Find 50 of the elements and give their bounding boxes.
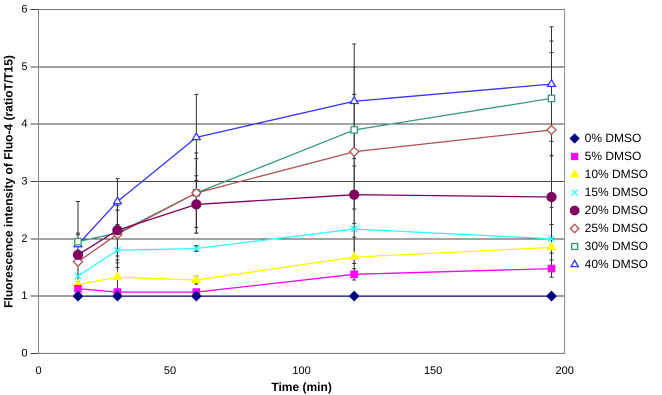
point (350, 126, 358, 134)
y-tick-label: 2 (21, 232, 28, 245)
x-tick-label: 50 (164, 365, 176, 378)
point (349, 190, 360, 200)
y-tick-label: 5 (21, 60, 28, 73)
y-tick-label: 1 (21, 290, 28, 302)
point (114, 246, 122, 254)
x-tick-label: 100 (292, 365, 311, 378)
y-tick-label: 4 (21, 118, 28, 130)
point (191, 199, 202, 210)
point (191, 290, 202, 302)
point (72, 250, 84, 260)
point (192, 132, 201, 140)
legend-label: 20% DMSO (584, 202, 648, 217)
legend-label: 5% DMSO (584, 148, 642, 163)
legend-label: 25% DMSO (584, 220, 648, 235)
point (74, 284, 82, 292)
legend-label: 15% DMSO (584, 184, 648, 199)
x-tick-label: 200 (555, 365, 574, 378)
x-tick-label: 0 (35, 365, 42, 378)
y-tick-label: 0 (21, 347, 28, 360)
point (74, 272, 82, 280)
point (112, 225, 123, 236)
point (112, 272, 122, 280)
y-axis-title: Fluorescence intensity of Fluo-4 (ratioT/T15) (2, 55, 16, 308)
point (350, 270, 358, 278)
point (349, 146, 360, 157)
legend-label: 0% DMSO (584, 130, 642, 145)
point (112, 196, 122, 204)
point (548, 264, 556, 272)
y-tick-label: 6 (21, 4, 28, 16)
legend-label: 30% DMSO (584, 238, 648, 253)
point (350, 225, 358, 233)
point (546, 78, 556, 87)
point (349, 290, 360, 302)
x-axis-title: Time (min) (271, 380, 332, 394)
point (72, 290, 84, 302)
point (546, 124, 557, 136)
point (350, 252, 359, 260)
point (112, 290, 123, 302)
point (548, 94, 556, 102)
point (350, 96, 359, 104)
x-tick-label: 150 (424, 365, 442, 378)
point (546, 242, 556, 250)
legend-label: 10% DMSO (584, 166, 648, 181)
point (546, 192, 557, 202)
y-tick-label: 3 (21, 176, 28, 188)
legend-label: 40% DMSO (584, 256, 648, 271)
point (548, 234, 556, 243)
point (546, 290, 557, 302)
